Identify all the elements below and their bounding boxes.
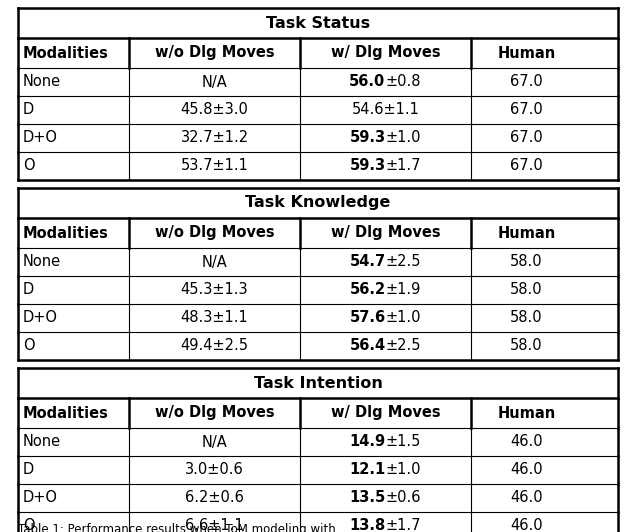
Text: D: D xyxy=(23,462,34,478)
Text: Task Knowledge: Task Knowledge xyxy=(245,195,391,211)
Text: ±1.0: ±1.0 xyxy=(386,130,421,145)
Text: 56.0: 56.0 xyxy=(349,74,386,89)
Text: None: None xyxy=(23,254,61,270)
Text: 14.9: 14.9 xyxy=(349,435,386,450)
Text: Task Status: Task Status xyxy=(266,15,370,30)
Text: D+O: D+O xyxy=(23,491,58,505)
Text: 6.2±0.6: 6.2±0.6 xyxy=(185,491,244,505)
Text: ±1.0: ±1.0 xyxy=(386,311,421,326)
Text: O: O xyxy=(23,338,35,353)
Text: 3.0±0.6: 3.0±0.6 xyxy=(185,462,244,478)
Text: 67.0: 67.0 xyxy=(510,103,543,118)
Text: 45.3±1.3: 45.3±1.3 xyxy=(181,282,248,297)
Text: 54.6±1.1: 54.6±1.1 xyxy=(351,103,420,118)
Text: 67.0: 67.0 xyxy=(510,130,543,145)
Text: None: None xyxy=(23,435,61,450)
Text: D: D xyxy=(23,103,34,118)
Text: w/o Dlg Moves: w/o Dlg Moves xyxy=(155,405,274,420)
Text: 59.3: 59.3 xyxy=(349,130,386,145)
Text: Human: Human xyxy=(497,46,556,61)
Text: N/A: N/A xyxy=(202,254,228,270)
Text: 67.0: 67.0 xyxy=(510,74,543,89)
Text: ±1.5: ±1.5 xyxy=(386,435,421,450)
Text: 59.3: 59.3 xyxy=(349,159,386,173)
Text: 46.0: 46.0 xyxy=(510,519,543,532)
Text: D+O: D+O xyxy=(23,311,58,326)
Text: Modalities: Modalities xyxy=(23,46,109,61)
Text: 56.4: 56.4 xyxy=(349,338,386,353)
Text: ±1.9: ±1.9 xyxy=(386,282,421,297)
Text: Task Intention: Task Intention xyxy=(253,376,382,390)
Text: 32.7±1.2: 32.7±1.2 xyxy=(181,130,248,145)
Text: ±0.6: ±0.6 xyxy=(386,491,421,505)
Text: ±0.8: ±0.8 xyxy=(386,74,421,89)
Text: Modalities: Modalities xyxy=(23,405,109,420)
Text: Human: Human xyxy=(497,405,556,420)
Text: 57.6: 57.6 xyxy=(349,311,386,326)
Text: ±2.5: ±2.5 xyxy=(386,254,421,270)
Text: 46.0: 46.0 xyxy=(510,462,543,478)
Text: O: O xyxy=(23,519,35,532)
Text: N/A: N/A xyxy=(202,435,228,450)
Text: 46.0: 46.0 xyxy=(510,491,543,505)
Text: Table 1: Performance results when ToM modeling with: Table 1: Performance results when ToM mo… xyxy=(18,523,336,532)
Text: ±1.0: ±1.0 xyxy=(386,462,421,478)
Text: 58.0: 58.0 xyxy=(510,338,543,353)
Text: 45.8±3.0: 45.8±3.0 xyxy=(181,103,248,118)
Text: N/A: N/A xyxy=(202,74,228,89)
Text: 54.7: 54.7 xyxy=(349,254,386,270)
Text: 12.1: 12.1 xyxy=(349,462,386,478)
Text: O: O xyxy=(23,159,35,173)
Text: D+O: D+O xyxy=(23,130,58,145)
Text: 58.0: 58.0 xyxy=(510,311,543,326)
Text: 48.3±1.1: 48.3±1.1 xyxy=(181,311,248,326)
Text: w/ Dlg Moves: w/ Dlg Moves xyxy=(331,405,441,420)
Text: w/o Dlg Moves: w/o Dlg Moves xyxy=(155,226,274,240)
Text: D: D xyxy=(23,282,34,297)
Text: w/o Dlg Moves: w/o Dlg Moves xyxy=(155,46,274,61)
Text: 56.2: 56.2 xyxy=(349,282,386,297)
Text: 67.0: 67.0 xyxy=(510,159,543,173)
Text: Modalities: Modalities xyxy=(23,226,109,240)
Text: ±2.5: ±2.5 xyxy=(386,338,421,353)
Text: 13.5: 13.5 xyxy=(349,491,386,505)
Text: w/ Dlg Moves: w/ Dlg Moves xyxy=(331,46,441,61)
Text: w/ Dlg Moves: w/ Dlg Moves xyxy=(331,226,441,240)
Text: 6.6±1.1: 6.6±1.1 xyxy=(185,519,244,532)
Text: 46.0: 46.0 xyxy=(510,435,543,450)
Text: 58.0: 58.0 xyxy=(510,282,543,297)
Text: 49.4±2.5: 49.4±2.5 xyxy=(181,338,248,353)
Text: None: None xyxy=(23,74,61,89)
Text: ±1.7: ±1.7 xyxy=(386,519,421,532)
Text: 53.7±1.1: 53.7±1.1 xyxy=(181,159,248,173)
Text: ±1.7: ±1.7 xyxy=(386,159,421,173)
Text: 13.8: 13.8 xyxy=(349,519,386,532)
Text: Human: Human xyxy=(497,226,556,240)
Text: 58.0: 58.0 xyxy=(510,254,543,270)
